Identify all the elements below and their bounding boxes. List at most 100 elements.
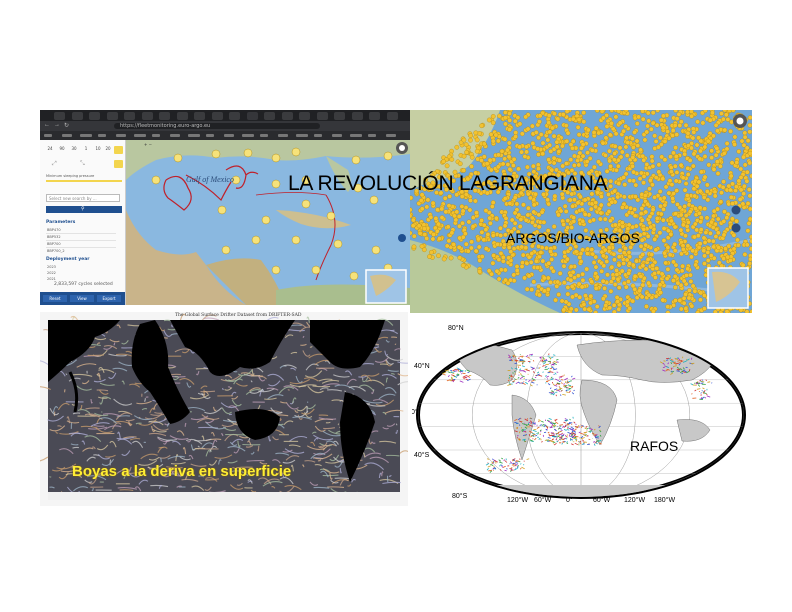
float-marker[interactable] xyxy=(271,179,281,189)
float-marker[interactable] xyxy=(221,245,231,255)
bookmark-item[interactable] xyxy=(62,134,72,137)
float-marker[interactable] xyxy=(353,183,363,193)
year-item[interactable]: 2022 xyxy=(47,271,56,275)
argo-floats-map[interactable] xyxy=(410,110,752,313)
browser-tab-bar[interactable] xyxy=(40,110,410,121)
bookmark-item[interactable] xyxy=(188,134,200,137)
float-marker[interactable] xyxy=(217,205,227,215)
float-marker[interactable] xyxy=(151,175,161,185)
bookmark-item[interactable] xyxy=(332,134,342,137)
bookmark-item[interactable] xyxy=(242,134,254,137)
float-marker[interactable] xyxy=(271,265,281,275)
browser-tab[interactable] xyxy=(369,112,380,120)
bookmark-item[interactable] xyxy=(116,134,126,137)
bookmark-item[interactable] xyxy=(278,134,288,137)
browser-tab[interactable] xyxy=(264,112,275,120)
search-button[interactable]: ⚲ xyxy=(46,206,122,213)
bookmark-item[interactable] xyxy=(314,134,322,137)
float-marker[interactable] xyxy=(326,211,336,221)
back-icon[interactable]: ← xyxy=(44,122,50,128)
browser-tab[interactable] xyxy=(246,112,258,120)
year-item[interactable]: 2021 xyxy=(47,277,56,281)
float-marker[interactable] xyxy=(173,153,183,163)
bookmark-item[interactable] xyxy=(296,134,308,137)
browser-tab[interactable] xyxy=(386,112,398,120)
float-marker[interactable] xyxy=(211,149,221,159)
float-marker[interactable] xyxy=(291,235,301,245)
filter-toggle-button[interactable] xyxy=(114,146,123,154)
bookmark-item[interactable] xyxy=(224,134,234,137)
parameter-item[interactable]: BBP700_2 xyxy=(47,249,65,253)
bookmark-item[interactable] xyxy=(206,134,214,137)
browser-tab[interactable] xyxy=(124,112,135,120)
bookmark-item[interactable] xyxy=(44,134,52,137)
browser-tab[interactable] xyxy=(54,112,65,120)
float-marker[interactable] xyxy=(311,265,321,275)
browser-url-bar[interactable]: ← → ↻ https://fleetmonitoring.euro-argo.… xyxy=(40,121,410,131)
info-icon[interactable] xyxy=(731,223,741,233)
forward-icon[interactable]: → xyxy=(54,122,60,128)
float-markers[interactable] xyxy=(410,110,752,313)
float-marker[interactable] xyxy=(349,271,359,281)
reset-button[interactable]: Reset xyxy=(43,295,67,302)
gulf-of-mexico-map[interactable]: + − Gulf of Mexico xyxy=(126,140,410,305)
shrink-icon[interactable]: ⤡ xyxy=(80,160,85,167)
zoom-control[interactable]: + − xyxy=(144,142,152,147)
parameter-item[interactable]: BBP532 xyxy=(47,235,61,239)
browser-tab[interactable] xyxy=(159,112,170,120)
browser-tab[interactable] xyxy=(106,112,118,120)
browser-tab[interactable] xyxy=(316,112,328,120)
parameter-item[interactable]: BBP470 xyxy=(47,228,61,232)
rafos-track xyxy=(559,439,562,441)
float-marker[interactable] xyxy=(251,235,261,245)
browser-tab[interactable] xyxy=(211,112,223,120)
browser-tab[interactable] xyxy=(351,112,363,120)
browser-tab[interactable] xyxy=(299,112,310,120)
float-marker[interactable] xyxy=(243,148,253,158)
pressure-slider[interactable] xyxy=(46,180,122,182)
parameter-item[interactable]: BBP700 xyxy=(47,242,61,246)
bookmark-item[interactable] xyxy=(80,134,92,137)
browser-tab[interactable] xyxy=(194,112,205,120)
bookmark-item[interactable] xyxy=(134,134,146,137)
browser-tab[interactable] xyxy=(229,112,240,120)
bookmark-item[interactable] xyxy=(152,134,160,137)
browser-tab[interactable] xyxy=(71,112,83,120)
float-marker[interactable] xyxy=(369,195,379,205)
expand-icon[interactable]: ⤢ xyxy=(52,160,57,167)
float-marker[interactable] xyxy=(301,199,311,209)
browser-tab[interactable] xyxy=(176,112,188,120)
float-marker[interactable] xyxy=(351,155,361,165)
argo-float-dot xyxy=(528,259,534,265)
float-markers[interactable] xyxy=(151,147,393,281)
bookmark-item[interactable] xyxy=(260,134,268,137)
export-button[interactable]: Export xyxy=(97,295,121,302)
bookmark-item[interactable] xyxy=(170,134,180,137)
argo-float-dot xyxy=(472,188,478,193)
browser-tab[interactable] xyxy=(281,112,293,120)
bookmark-item[interactable] xyxy=(98,134,106,137)
bookmark-item[interactable] xyxy=(368,134,376,137)
float-marker[interactable] xyxy=(371,245,381,255)
float-marker[interactable] xyxy=(291,147,301,157)
layers-icon[interactable] xyxy=(731,205,741,215)
float-marker[interactable] xyxy=(231,175,241,185)
search-select[interactable]: Select new search by ... xyxy=(46,194,120,202)
url-field[interactable]: https://fleetmonitoring.euro-argo.eu xyxy=(114,123,320,129)
bookmark-item[interactable] xyxy=(350,134,362,137)
bookmark-item[interactable] xyxy=(386,134,396,137)
float-marker[interactable] xyxy=(301,175,311,185)
info-icon[interactable] xyxy=(398,234,406,242)
float-marker[interactable] xyxy=(333,239,343,249)
browser-tab[interactable] xyxy=(334,112,345,120)
argo-float-dot xyxy=(726,243,732,249)
filter-toggle-button[interactable] xyxy=(114,160,123,168)
browser-tab[interactable] xyxy=(141,112,153,120)
reload-icon[interactable]: ↻ xyxy=(64,123,70,129)
float-marker[interactable] xyxy=(383,151,393,161)
browser-tab[interactable] xyxy=(89,112,100,120)
float-marker[interactable] xyxy=(261,215,271,225)
year-item[interactable]: 2023 xyxy=(47,265,56,269)
float-marker[interactable] xyxy=(271,153,281,163)
view-button[interactable]: View xyxy=(70,295,94,302)
